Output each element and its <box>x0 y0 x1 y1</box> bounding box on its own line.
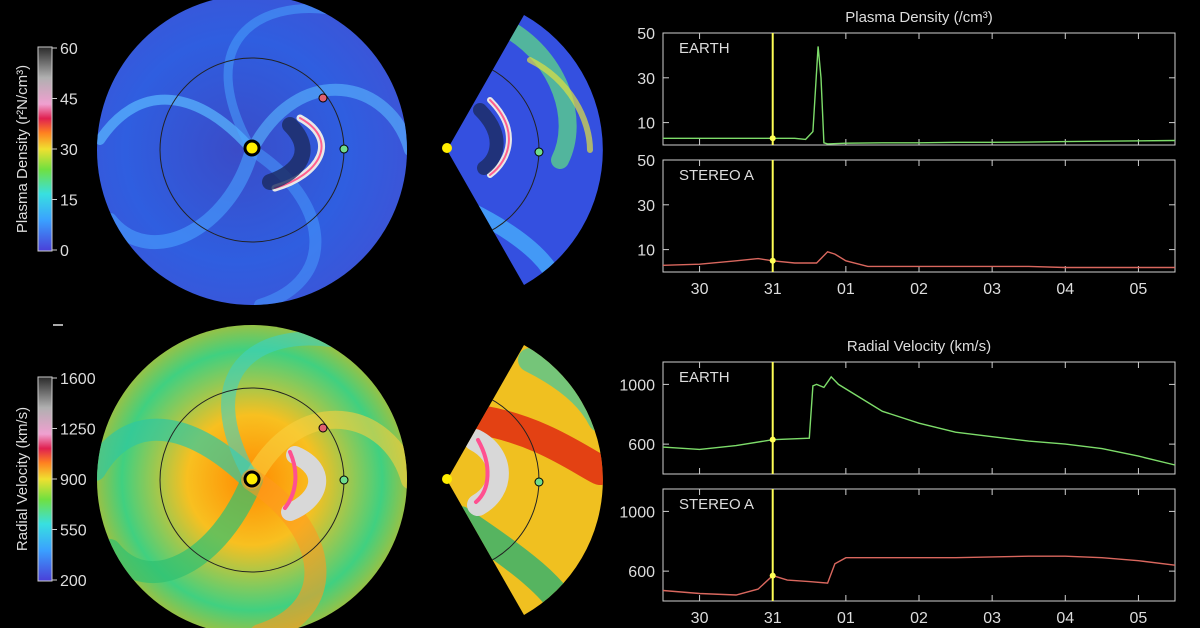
chart-title: Plasma Density (/cm³) <box>845 9 993 26</box>
series-line-stereo-a <box>662 251 1175 269</box>
x-tick-label: 04 <box>1056 610 1074 627</box>
time-marker-dot <box>769 257 776 264</box>
sun-icon <box>442 143 452 153</box>
y-tick-label: 600 <box>628 437 655 454</box>
earth-marker-icon <box>339 475 349 485</box>
density-colorbar-tick-label: 0 <box>60 243 69 260</box>
chart-panel-stereo-a: 50 30 10 30 31 01 02 03 04 05 STEREO A <box>637 153 1176 298</box>
velocity-colorbar-tick-label: 900 <box>60 472 87 489</box>
y-tick-label: 30 <box>637 71 655 88</box>
density-colorbar: 60 45 30 15 0 Plasma Density (r²N/cm³) <box>14 41 78 260</box>
x-tick-label: 31 <box>764 610 782 627</box>
x-tick-label: 03 <box>983 610 1001 627</box>
x-tick-label: 02 <box>910 610 928 627</box>
time-marker-dot <box>769 572 776 579</box>
panel-frame <box>662 361 1176 475</box>
x-tick-label: 02 <box>910 281 928 298</box>
chart-panel-earth: 1000 600 EARTH <box>619 361 1176 475</box>
y-tick-label: 1000 <box>619 504 655 521</box>
sun-icon <box>243 139 261 157</box>
x-tick-label: 01 <box>837 281 855 298</box>
time-series-charts: Plasma Density (/cm³) 50 30 10 EARTH 50 30 10 30… <box>619 9 1176 627</box>
chart-panel-stereo-a: 1000 600 30 31 01 02 03 04 05 STEREO A <box>619 488 1176 627</box>
panel-label: STEREO A <box>679 496 754 513</box>
x-tick-label: 01 <box>837 610 855 627</box>
series-line-earth <box>663 46 1176 145</box>
map-markers <box>243 93 544 488</box>
y-tick-label: 600 <box>628 564 655 581</box>
y-tick-label: 50 <box>637 26 655 43</box>
y-tick-label: 1000 <box>619 377 655 394</box>
panel-label: STEREO A <box>679 167 754 184</box>
x-tick-label: 30 <box>691 281 709 298</box>
x-tick-label: 04 <box>1056 281 1074 298</box>
stereo-a-marker-icon <box>318 423 328 433</box>
time-marker-dot <box>769 135 776 142</box>
density-colorbar-tick-label: 60 <box>60 41 78 58</box>
panel-label: EARTH <box>679 40 730 57</box>
velocity-colorbar-tick-label: 200 <box>60 573 87 590</box>
velocity-colorbar-label: Radial Velocity (km/s) <box>14 407 31 551</box>
density-colorbar-label: Plasma Density (r²N/cm³) <box>14 65 31 233</box>
velocity-colorbar-tick-label: 1600 <box>60 371 96 388</box>
panel-frame <box>662 32 1176 146</box>
separator-dash <box>53 324 63 326</box>
x-tick-label: 30 <box>691 610 709 627</box>
y-tick-label: 10 <box>637 243 655 260</box>
stereo-a-marker-icon <box>318 93 328 103</box>
density-colorbar-tick-label: 30 <box>60 142 78 159</box>
earth-marker-icon <box>339 144 349 154</box>
panel-label: EARTH <box>679 369 730 386</box>
time-marker-dot <box>769 436 776 443</box>
x-tick-label: 05 <box>1130 281 1148 298</box>
y-tick-label: 10 <box>637 116 655 133</box>
earth-marker-icon <box>534 477 544 487</box>
y-tick-label: 30 <box>637 198 655 215</box>
velocity-colorbar-tick-label: 1250 <box>60 422 96 439</box>
series-line-earth <box>662 375 1176 466</box>
velocity-colorbar: 1600 1250 900 550 200 Radial Velocity (km/s) <box>14 371 96 590</box>
series-line-stereo-a <box>662 555 1176 596</box>
x-tick-label: 05 <box>1130 610 1148 627</box>
x-tick-label: 03 <box>983 281 1001 298</box>
y-tick-label: 50 <box>637 153 655 170</box>
velocity-colorbar-tick-label: 550 <box>60 523 87 540</box>
earth-marker-icon <box>534 147 544 157</box>
x-tick-label: 31 <box>764 281 782 298</box>
chart-title: Radial Velocity (km/s) <box>847 338 991 355</box>
density-colorbar-tick-label: 45 <box>60 92 78 109</box>
density-wedge-map <box>447 15 603 285</box>
sun-icon <box>442 474 452 484</box>
sun-icon <box>243 470 261 488</box>
density-colorbar-tick-label: 15 <box>60 193 78 210</box>
chart-panel-earth: 50 30 10 EARTH <box>637 26 1176 146</box>
